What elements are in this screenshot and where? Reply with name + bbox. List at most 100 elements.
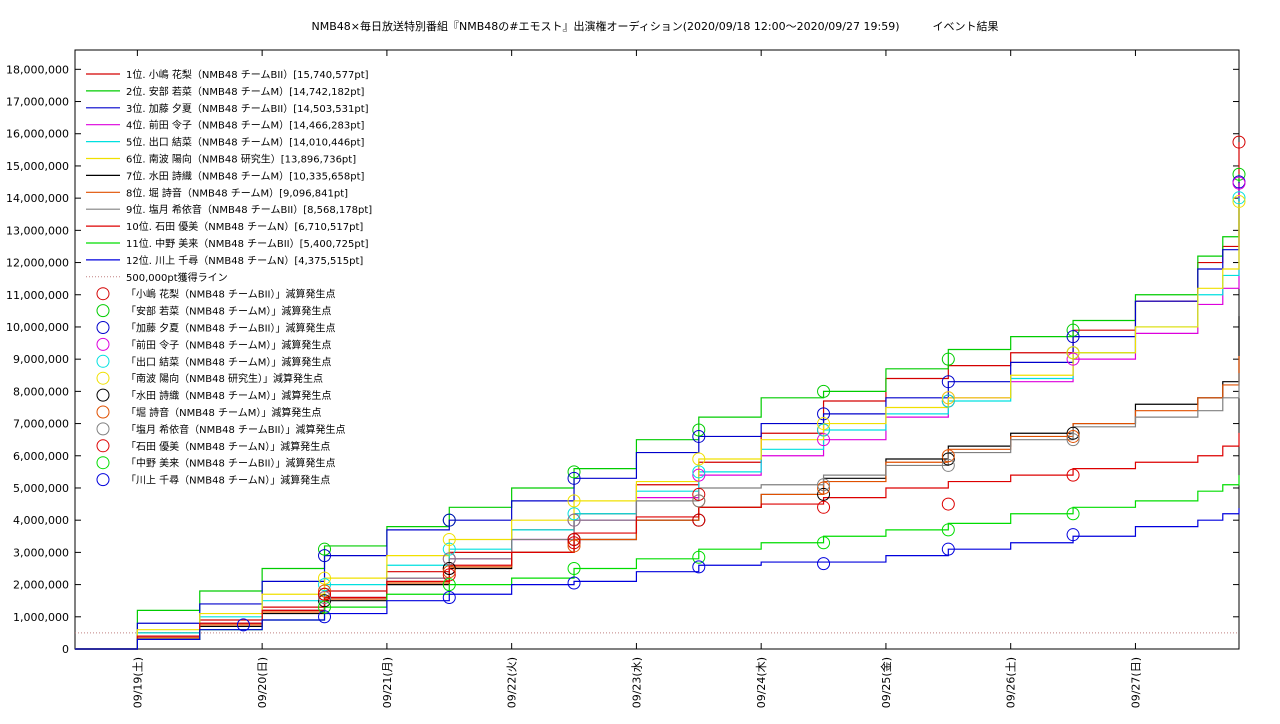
deduction-marker — [567, 536, 581, 550]
deduction-markers — [236, 135, 1246, 632]
y-tick-label: 16,000,000 — [6, 128, 69, 141]
deduction-marker — [442, 542, 456, 556]
y-tick-label: 5,000,000 — [13, 482, 69, 495]
deduction-marker — [442, 561, 456, 575]
x-tick-label: 09/27(日) — [1129, 657, 1142, 708]
deduction-marker — [567, 513, 581, 527]
deduction-marker — [442, 552, 456, 566]
y-tick-label: 12,000,000 — [6, 257, 69, 270]
deduction-marker — [692, 452, 706, 466]
y-tick-label: 4,000,000 — [13, 514, 69, 527]
y-tick-label: 17,000,000 — [6, 96, 69, 109]
deduction-marker — [817, 407, 831, 421]
deduction-marker — [817, 481, 831, 495]
x-tick-label: 09/22(火) — [506, 657, 519, 708]
legend-entry: 3位. 加藤 夕夏（NMB48 チームBII）[14,503,531pt] — [126, 102, 369, 115]
deduction-marker — [442, 568, 456, 582]
legend-marker-swatch — [96, 422, 110, 436]
legend-entry: 500,000pt獲得ライン — [126, 271, 228, 284]
deduction-marker — [692, 468, 706, 482]
legend-entry: 「安部 若菜（NMB48 チームM）」減算発生点 — [126, 305, 331, 318]
y-tick-label: 6,000,000 — [13, 450, 69, 463]
legend-marker-swatch — [96, 321, 110, 334]
legend-entry: 11位. 中野 美来（NMB48 チームBII）[5,400,725pt] — [126, 237, 369, 250]
deduction-marker — [941, 542, 955, 556]
legend-marker-swatch — [96, 287, 110, 301]
deduction-marker — [318, 549, 332, 563]
deduction-marker — [1232, 167, 1246, 181]
y-tick-label: 11,000,000 — [6, 289, 69, 302]
x-tick-label: 09/19(土) — [131, 657, 144, 708]
x-tick-label: 09/24(木) — [755, 657, 768, 708]
legend-entry: 8位. 堀 詩音（NMB48 チームM）[9,096,841pt] — [126, 186, 348, 199]
deduction-marker — [692, 487, 706, 501]
legend-entry: 「堀 詩音（NMB48 チームM）」減算発生点 — [126, 406, 321, 419]
legend: 1位. 小嶋 花梨（NMB48 チームBII）[15,740,577pt] 2位.… — [86, 68, 372, 487]
deduction-marker — [1066, 346, 1080, 360]
legend-entry: 「水田 詩織（NMB48 チームM）」減算発生点 — [126, 389, 331, 402]
legend-entry: 1位. 小嶋 花梨（NMB48 チームBII）[15,740,577pt] — [126, 68, 369, 81]
x-tick-label: 09/20(日) — [256, 657, 269, 708]
deduction-marker — [692, 550, 706, 564]
x-tick-label: 09/25(金) — [879, 657, 893, 708]
deduction-marker — [941, 458, 955, 472]
deduction-marker — [1066, 330, 1080, 344]
legend-entry: 12位. 川上 千尋（NMB48 チームN）[4,375,515pt] — [126, 254, 363, 267]
deduction-marker — [692, 423, 706, 437]
deduction-marker — [567, 465, 581, 479]
deduction-marker — [1232, 194, 1246, 208]
deduction-marker — [941, 352, 955, 366]
deduction-marker — [1066, 433, 1080, 447]
deduction-marker — [941, 497, 955, 511]
deduction-marker — [817, 557, 831, 571]
deduction-marker — [941, 452, 955, 466]
deduction-marker — [1232, 135, 1246, 149]
deduction-marker — [692, 494, 706, 508]
legend-marker-swatch — [96, 456, 110, 470]
legend-entry: 10位. 石田 優美（NMB48 チームN）[6,710,517pt] — [126, 220, 363, 233]
legend-marker-swatch — [96, 405, 110, 419]
y-tick-label: 9,000,000 — [13, 353, 69, 366]
deduction-marker — [1232, 191, 1246, 205]
deduction-marker — [318, 587, 332, 601]
legend-entry: 「塩月 希依音（NMB48 チームBII）」減算発生点 — [126, 423, 346, 436]
deduction-marker — [817, 423, 831, 437]
axes: 0 1,000,000 2,000,000 3,000,000 4,000,000 5,0… — [6, 49, 1240, 708]
deduction-marker — [318, 578, 332, 592]
deduction-marker — [442, 578, 456, 592]
deduction-marker — [567, 561, 581, 575]
deduction-marker — [817, 536, 831, 550]
series-line — [75, 508, 1240, 650]
deduction-marker — [442, 590, 456, 604]
deduction-marker — [817, 384, 831, 398]
deduction-marker — [567, 507, 581, 521]
deduction-marker — [567, 576, 581, 590]
deduction-marker — [318, 571, 332, 585]
chart-title: NMB48×毎日放送特別番組『NMB48の#エモスト』出演権オーディション(20… — [312, 19, 999, 33]
deduction-marker — [1066, 429, 1080, 443]
legend-entry: 「石田 優美（NMB48 チームN）」減算発生点 — [126, 440, 330, 453]
deduction-marker — [567, 533, 581, 547]
deduction-marker — [817, 487, 831, 501]
legend-entry: 「前田 令子（NMB48 チームM）」減算発生点 — [126, 338, 331, 351]
deduction-marker — [318, 594, 332, 608]
legend-entry: 「出口 結菜（NMB48 チームM）」減算発生点 — [126, 355, 331, 368]
x-tick-label: 09/21(月) — [381, 657, 394, 708]
deduction-marker — [567, 539, 581, 553]
y-tick-label: 7,000,000 — [13, 418, 69, 431]
deduction-marker — [692, 429, 706, 443]
plot-frame — [74, 49, 1240, 650]
y-tick-label: 14,000,000 — [6, 192, 69, 205]
deduction-marker — [236, 618, 250, 632]
legend-entry: 「加藤 夕夏（NMB48 チームBII）」減算発生点 — [126, 322, 336, 335]
legend-entry: 「小嶋 花梨（NMB48 チームBII）」減算発生点 — [126, 288, 336, 301]
legend-entry: 7位. 水田 詩織（NMB48 チームM）[10,335,658pt] — [126, 169, 365, 182]
series-line — [75, 201, 1240, 650]
y-tick-label: 15,000,000 — [6, 160, 69, 173]
y-tick-label: 18,000,000 — [6, 63, 69, 76]
deduction-marker — [1066, 468, 1080, 482]
deduction-marker — [318, 600, 332, 614]
legend-entry: 5位. 出口 結菜（NMB48 チームM）[14,010,446pt] — [126, 136, 365, 149]
deduction-marker — [1066, 323, 1080, 337]
